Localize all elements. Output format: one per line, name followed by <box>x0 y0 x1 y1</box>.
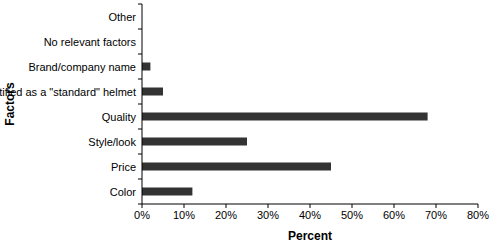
category-label: Price <box>111 161 136 173</box>
y-tick <box>138 104 142 105</box>
x-tick-label: 30% <box>257 209 279 221</box>
x-tick <box>226 204 227 208</box>
category-label: Style/look <box>88 136 136 148</box>
y-tick <box>138 204 142 205</box>
y-tick <box>138 29 142 30</box>
x-tick <box>478 204 479 208</box>
x-tick-label: 40% <box>299 209 321 221</box>
x-tick <box>142 204 143 208</box>
x-tick <box>436 204 437 208</box>
y-tick <box>138 79 142 80</box>
x-tick-label: 10% <box>173 209 195 221</box>
x-tick-label: 60% <box>383 209 405 221</box>
bar <box>142 113 428 121</box>
bars <box>142 63 428 196</box>
x-tick-label: 70% <box>425 209 447 221</box>
x-tick-label: 50% <box>341 209 363 221</box>
x-axis-title: Percent <box>288 229 332 243</box>
bar <box>142 88 163 96</box>
x-tick <box>184 204 185 208</box>
chart-svg: Other No relevant factors Brand/company na… <box>0 0 500 248</box>
bar <box>142 163 331 171</box>
category-label: Other <box>108 11 136 23</box>
x-tick-label: 0% <box>134 209 150 221</box>
chart-container: Other No relevant factors Brand/company na… <box>0 0 500 248</box>
y-axis-title: Factors <box>3 82 17 126</box>
category-label: Quality <box>102 111 137 123</box>
x-tick-label: 80% <box>467 209 489 221</box>
bar <box>142 138 247 146</box>
y-tick <box>138 179 142 180</box>
bar <box>142 63 150 71</box>
y-tick <box>138 154 142 155</box>
y-tick <box>138 54 142 55</box>
x-tick <box>394 204 395 208</box>
category-label: No relevant factors <box>44 36 137 48</box>
y-tick <box>138 4 142 5</box>
bar <box>142 188 192 196</box>
category-label: Color <box>110 186 137 198</box>
x-tick <box>310 204 311 208</box>
category-label: Brand/company name <box>28 61 136 73</box>
x-tick-label: 20% <box>215 209 237 221</box>
x-tick <box>352 204 353 208</box>
x-tick <box>268 204 269 208</box>
y-tick <box>138 129 142 130</box>
category-label: certified as a "standard" helmet <box>0 86 136 98</box>
